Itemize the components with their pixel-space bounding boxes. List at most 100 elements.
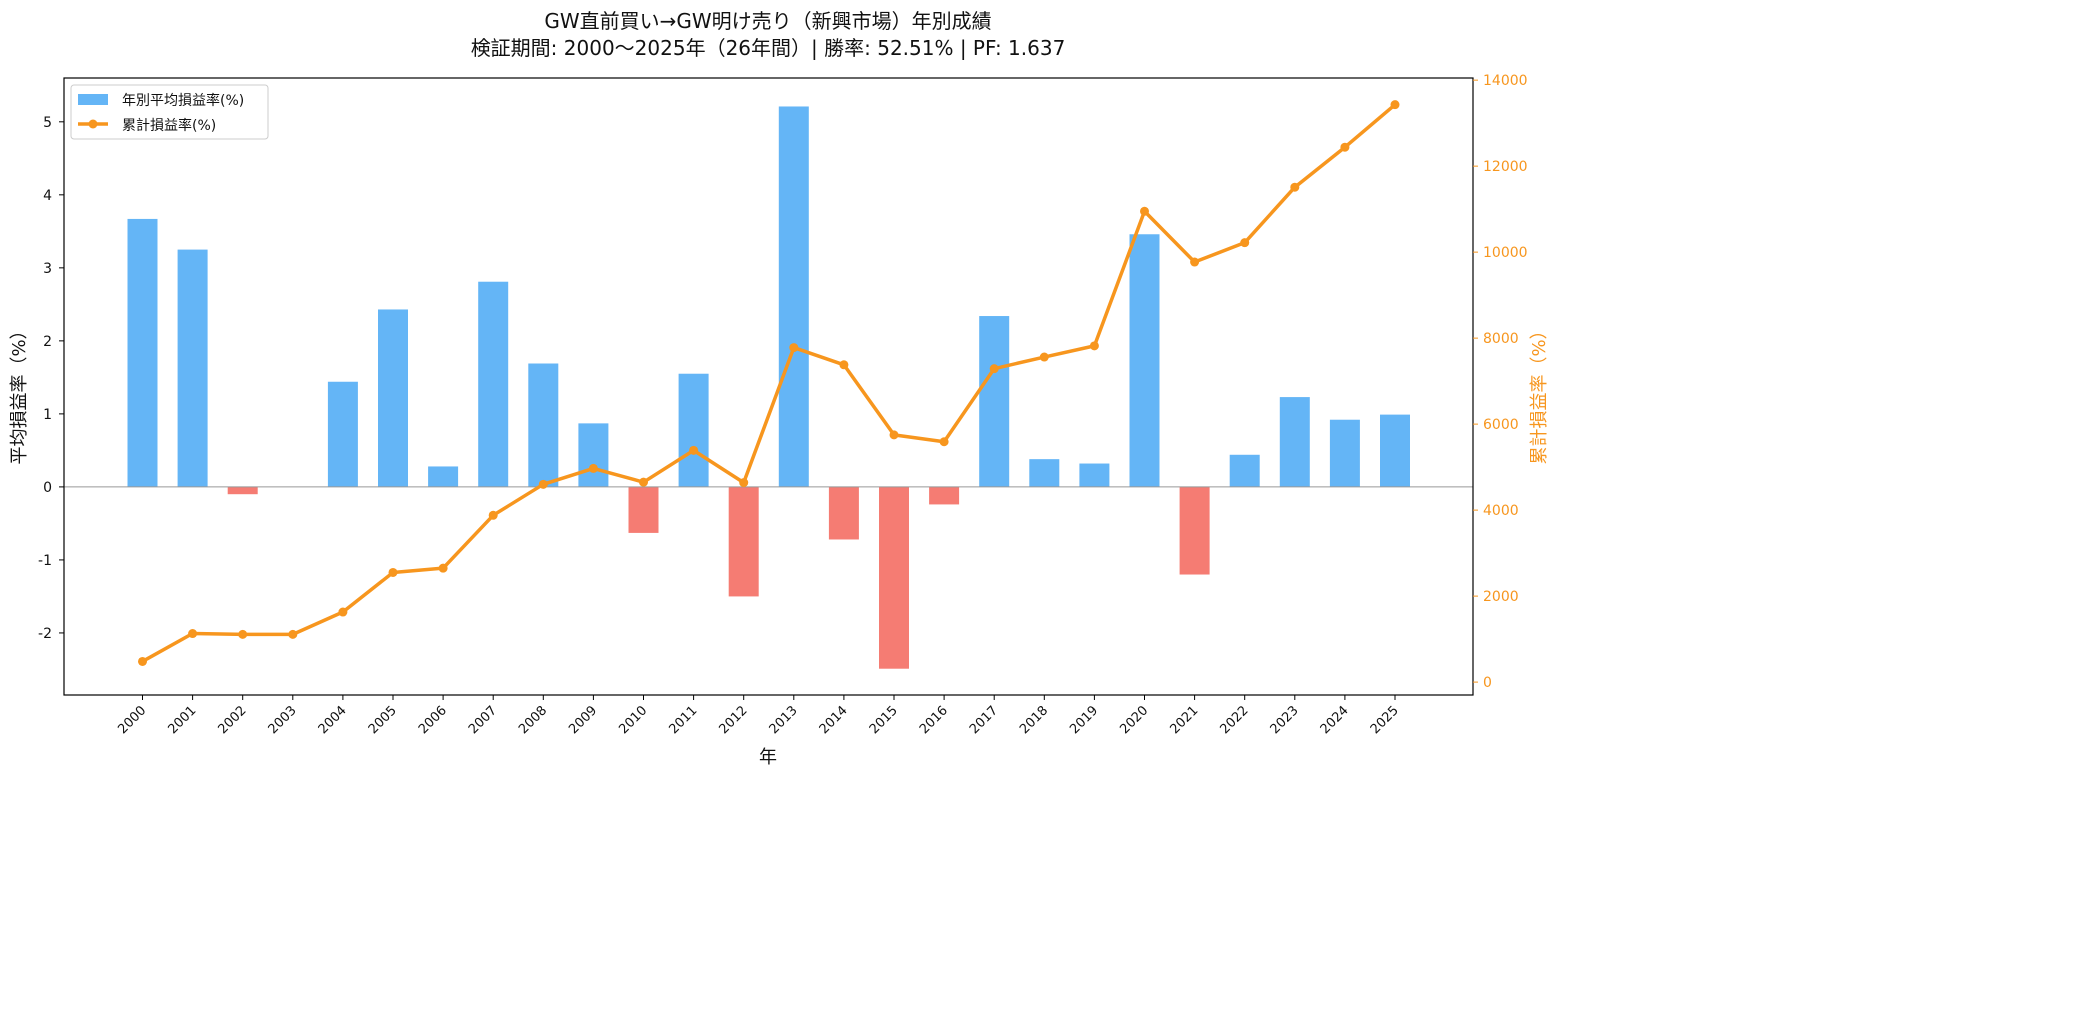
legend-line-label: 累計損益率(%) bbox=[122, 117, 216, 134]
x-tick-label-2009: 2009 bbox=[566, 703, 600, 737]
bar-2001 bbox=[177, 249, 208, 487]
x-tick-label-2007: 2007 bbox=[466, 703, 500, 737]
x-axis: 2000 2001 2002 2003 2004 2005 2006 2007 2008 2009… bbox=[115, 695, 1402, 737]
y-axis-label: 平均損益率（%） bbox=[9, 321, 30, 464]
bar-2008 bbox=[528, 363, 559, 487]
bar-2013 bbox=[778, 106, 809, 487]
bar-2010 bbox=[628, 486, 659, 533]
x-tick-label-2018: 2018 bbox=[1017, 703, 1051, 737]
x-tick-label-2014: 2014 bbox=[817, 703, 851, 737]
cumulative-point-2007 bbox=[488, 510, 498, 520]
left-tick-label: -1 bbox=[38, 553, 52, 569]
x-tick-label-2020: 2020 bbox=[1117, 703, 1151, 737]
right-tick-label: 8000 bbox=[1483, 331, 1519, 347]
x-tick-label-2022: 2022 bbox=[1218, 703, 1252, 737]
left-tick-label: -2 bbox=[38, 626, 52, 642]
line-layer bbox=[138, 100, 1400, 666]
cumulative-point-2015 bbox=[889, 430, 899, 440]
x-tick-label-2004: 2004 bbox=[316, 703, 350, 737]
right-tick-label: 4000 bbox=[1483, 503, 1519, 519]
bar-2000 bbox=[127, 218, 158, 487]
cumulative-point-2001 bbox=[188, 629, 198, 639]
cumulative-point-2002 bbox=[238, 629, 248, 639]
cumulative-point-2014 bbox=[839, 360, 849, 370]
cumulative-point-2006 bbox=[438, 563, 448, 573]
bar-2023 bbox=[1279, 397, 1310, 487]
x-tick-label-2002: 2002 bbox=[216, 703, 250, 737]
bar-2012 bbox=[728, 486, 759, 597]
bar-2015 bbox=[879, 486, 909, 669]
x-tick-label-2008: 2008 bbox=[516, 703, 550, 737]
right-tick-label: 10000 bbox=[1483, 245, 1528, 261]
legend: 年別平均損益率(%) 累計損益率(%) bbox=[70, 84, 269, 140]
x-tick-label-2024: 2024 bbox=[1318, 703, 1352, 737]
x-tick-label-2001: 2001 bbox=[165, 703, 199, 737]
x-axis-label: 年 bbox=[759, 747, 777, 768]
cumulative-point-2003 bbox=[288, 629, 298, 639]
bar-2017 bbox=[979, 316, 1010, 487]
legend-bar-swatch bbox=[78, 94, 108, 105]
bar-2007 bbox=[478, 281, 509, 487]
left-tick-label: 5 bbox=[43, 115, 52, 131]
bar-2022 bbox=[1229, 454, 1260, 487]
cumulative-point-2009 bbox=[588, 463, 598, 473]
bar-2004 bbox=[327, 381, 358, 487]
cumulative-point-2004 bbox=[338, 607, 348, 617]
chart-subtitle: 検証期間: 2000〜2025年（26年間）| 勝率: 52.51% | PF:… bbox=[471, 36, 1066, 60]
cumulative-point-2017 bbox=[989, 364, 999, 374]
x-tick-label-2003: 2003 bbox=[266, 703, 300, 737]
x-tick-label-2016: 2016 bbox=[917, 703, 951, 737]
cumulative-point-2024 bbox=[1340, 142, 1350, 152]
cumulative-point-2023 bbox=[1290, 182, 1300, 192]
cumulative-point-2025 bbox=[1390, 100, 1400, 110]
right-tick-label: 12000 bbox=[1483, 159, 1528, 175]
cumulative-point-2011 bbox=[689, 445, 699, 455]
cumulative-point-2018 bbox=[1039, 352, 1049, 362]
bar-2009 bbox=[578, 423, 609, 487]
x-tick-label-2005: 2005 bbox=[366, 703, 400, 737]
right-tick-label: 0 bbox=[1483, 675, 1492, 691]
x-tick-label-2000: 2000 bbox=[115, 703, 149, 737]
left-tick-label: 4 bbox=[43, 188, 52, 204]
legend-bar-label: 年別平均損益率(%) bbox=[122, 92, 244, 109]
bar-2018 bbox=[1029, 459, 1060, 487]
bar-2016 bbox=[929, 486, 960, 505]
x-tick-label-2010: 2010 bbox=[616, 703, 650, 737]
left-tick-label: 1 bbox=[43, 407, 52, 423]
bar-2002 bbox=[227, 486, 258, 495]
legend-box bbox=[70, 84, 269, 140]
x-tick-label-2006: 2006 bbox=[416, 703, 450, 737]
bar-2005 bbox=[378, 309, 408, 487]
left-axis: -2 -1 0 1 2 3 4 5 bbox=[38, 115, 64, 642]
bar-2011 bbox=[678, 373, 709, 487]
bar-2021 bbox=[1179, 486, 1210, 575]
bar-2019 bbox=[1079, 463, 1110, 487]
left-tick-label: 0 bbox=[43, 480, 52, 496]
cumulative-point-2010 bbox=[639, 477, 648, 487]
cumulative-point-2019 bbox=[1089, 341, 1099, 351]
right-axis: 0 2000 4000 6000 8000 10000 12000 14000 bbox=[1473, 73, 1528, 691]
right-tick-label: 6000 bbox=[1483, 417, 1519, 433]
plot-frame bbox=[63, 77, 1474, 696]
chart: GW直前買い→GW明け売り（新興市場）年別成績 検証期間: 2000〜2025年… bbox=[9, 9, 1550, 768]
y2-axis-label: 累計損益率（%） bbox=[1529, 321, 1550, 464]
x-tick-label-2015: 2015 bbox=[867, 703, 901, 737]
cumulative-point-2016 bbox=[939, 437, 949, 447]
bar-2006 bbox=[428, 466, 459, 487]
cumulative-line bbox=[141, 103, 1397, 663]
x-tick-label-2012: 2012 bbox=[717, 703, 751, 737]
bar-layer bbox=[127, 106, 1410, 669]
x-tick-label-2023: 2023 bbox=[1268, 703, 1302, 737]
x-tick-label-2021: 2021 bbox=[1167, 703, 1201, 737]
x-tick-label-2025: 2025 bbox=[1368, 703, 1402, 737]
chart-title: GW直前買い→GW明け売り（新興市場）年別成績 bbox=[544, 9, 991, 33]
bar-2020 bbox=[1129, 234, 1160, 487]
cumulative-point-2012 bbox=[739, 478, 749, 488]
bar-2014 bbox=[828, 486, 859, 540]
legend-line-marker bbox=[88, 119, 98, 129]
cumulative-point-2020 bbox=[1140, 206, 1149, 216]
cumulative-point-2022 bbox=[1240, 238, 1250, 248]
left-tick-label: 2 bbox=[43, 334, 52, 350]
x-tick-label-2013: 2013 bbox=[767, 703, 801, 737]
cumulative-point-2005 bbox=[388, 567, 398, 577]
